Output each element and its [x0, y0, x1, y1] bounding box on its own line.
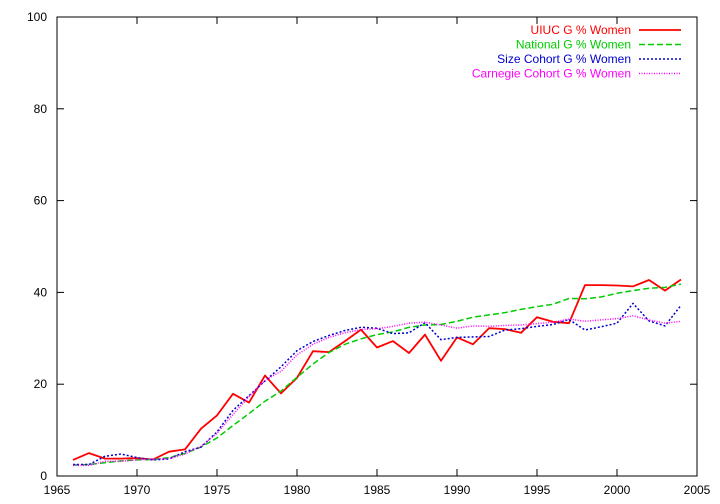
- series-line: [73, 302, 682, 466]
- series-line: [73, 315, 682, 467]
- series-lines: [72, 278, 682, 467]
- y-tick-label: 80: [34, 102, 48, 116]
- series-group: [73, 315, 682, 467]
- x-tick-label: 1985: [364, 483, 391, 497]
- legend-label: National G % Women: [516, 38, 631, 52]
- x-tick-label: 1975: [204, 483, 231, 497]
- x-tick-label: 2005: [684, 483, 711, 497]
- x-tick-label: 1970: [124, 483, 151, 497]
- legend-label: UIUC G % Women: [531, 23, 631, 37]
- x-tick-label: 1965: [44, 483, 71, 497]
- legend-label: Size Cohort G % Women: [497, 52, 631, 66]
- series-line: [72, 283, 682, 466]
- y-tick-label: 60: [34, 194, 48, 208]
- x-tick-label: 1995: [524, 483, 551, 497]
- legend-label: Carnegie Cohort G % Women: [472, 67, 631, 81]
- plot-frame: [56, 16, 698, 477]
- y-tick-label: 0: [40, 469, 47, 483]
- x-tick-label: 2000: [604, 483, 631, 497]
- x-tick-label: 1990: [444, 483, 471, 497]
- series-group: [72, 283, 682, 466]
- x-tick-label: 1980: [284, 483, 311, 497]
- y-tick-label: 40: [34, 285, 48, 299]
- axis-ticks: 1965 1970 1975 1980 1985 1990 1995 2000 2005 0 20 4…: [27, 10, 711, 497]
- y-tick-label: 20: [34, 377, 48, 391]
- series-group: [72, 278, 682, 461]
- series-line: [72, 278, 682, 461]
- y-tick-label: 100: [27, 10, 47, 24]
- series-group: [73, 302, 682, 466]
